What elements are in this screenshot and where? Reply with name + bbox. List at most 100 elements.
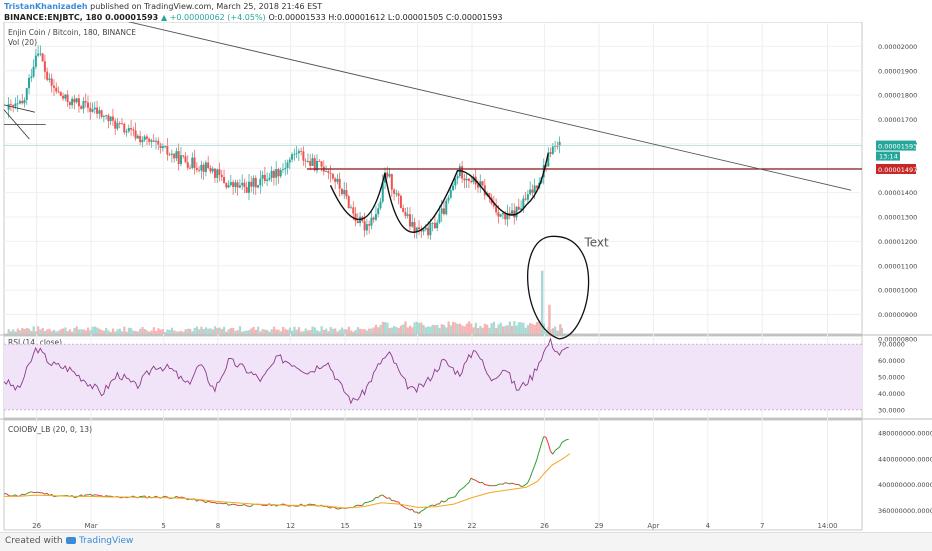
candle-body — [166, 146, 168, 155]
volume-bar — [497, 324, 499, 334]
volume-bar — [205, 327, 207, 334]
volume-bar — [552, 328, 554, 334]
obv-line-segment — [503, 483, 505, 485]
x-tick-label: 7 — [760, 522, 764, 530]
volume-bar — [495, 328, 497, 334]
candle-body — [432, 223, 434, 224]
obv-line-segment — [496, 484, 498, 485]
ohlc-values: O:0.00001533 H:0.00001612 L:0.00001505 C… — [268, 13, 502, 22]
candle-body — [209, 168, 211, 171]
volume-bar — [53, 330, 55, 334]
volume-bar — [257, 327, 259, 334]
candle-body — [375, 214, 377, 220]
volume-bar — [475, 323, 477, 334]
volume-bar — [314, 327, 316, 334]
volume-bar — [420, 323, 422, 334]
author-link[interactable]: TristanKhanizadeh — [4, 2, 88, 11]
candle-body — [139, 136, 141, 142]
obv-line-segment — [13, 495, 15, 496]
candle-body — [164, 146, 166, 147]
candle-body — [454, 178, 456, 185]
volume-bar — [461, 325, 463, 334]
obv-line-segment — [439, 501, 441, 504]
volume-bar — [296, 330, 298, 334]
volume-bar — [277, 330, 279, 334]
obv-line-segment — [163, 496, 165, 497]
obv-line-segment — [457, 490, 459, 493]
candle-body — [436, 223, 438, 229]
tradingview-logo[interactable]: TradingView — [66, 536, 133, 546]
volume-bar — [513, 321, 515, 334]
candle-body — [237, 182, 239, 187]
volume-bar — [441, 324, 443, 334]
candle-body — [148, 139, 150, 142]
volume-bar — [71, 332, 73, 334]
volume-bar — [414, 322, 416, 334]
volume-bar — [123, 327, 125, 334]
published-text: published on TradingView.com, March 25, … — [90, 2, 322, 11]
obv-line-segment — [478, 482, 480, 483]
y-tick-label: 0.00001000 — [878, 287, 917, 295]
volume-bar — [78, 329, 80, 334]
volume-bar — [160, 330, 162, 334]
volume-bar — [51, 331, 53, 334]
candle-body — [85, 101, 87, 103]
obv-line-segment — [455, 493, 457, 497]
candle-body — [162, 146, 164, 148]
volume-bar — [386, 323, 388, 334]
volume-bar — [284, 329, 286, 334]
volume-bar — [157, 328, 159, 334]
volume-bar — [209, 328, 211, 334]
volume-bar — [325, 329, 327, 334]
candle-body — [160, 145, 162, 148]
candle-body — [427, 228, 429, 235]
volume-bar — [525, 328, 527, 334]
obv-line-segment — [165, 496, 167, 497]
y-tick-label: 0.00001800 — [878, 92, 917, 100]
candle-body — [554, 146, 556, 147]
candle-body — [130, 128, 132, 129]
obv-line-segment — [537, 451, 539, 459]
candle-body — [132, 129, 134, 130]
candle-body — [12, 105, 14, 107]
volume-bar — [482, 328, 484, 334]
symbol-info: BINANCE:ENJBTC, 180 0.00001593 ▲ +0.0000… — [4, 13, 503, 22]
candle-body — [42, 54, 44, 62]
obv-line-segment — [142, 496, 144, 497]
volume-bar — [132, 331, 134, 334]
obv-line-segment — [435, 504, 437, 506]
volume-bar — [280, 331, 282, 334]
volume-bar — [128, 328, 130, 334]
obv-line-segment — [29, 492, 31, 493]
volume-bar — [246, 331, 248, 334]
obv-line-segment — [507, 483, 509, 484]
volume-bar — [12, 329, 14, 334]
candle-body — [366, 224, 368, 230]
volume-bar — [298, 327, 300, 334]
obv-line-segment — [405, 508, 407, 509]
candle-body — [434, 223, 436, 228]
volume-bar — [171, 328, 173, 334]
candle-body — [411, 222, 413, 227]
volume-bar — [273, 327, 275, 334]
volume-bar — [194, 328, 196, 334]
volume-bar — [334, 328, 336, 334]
volume-bar — [268, 332, 270, 334]
volume-bar — [8, 329, 10, 334]
obv-line-segment — [467, 483, 469, 485]
x-tick-label: 14:00 — [817, 522, 837, 530]
candle-body — [189, 168, 191, 169]
obv-line-segment — [389, 498, 391, 501]
volume-bar — [350, 331, 352, 334]
volume-bar — [39, 329, 41, 334]
candle-body — [291, 154, 293, 159]
candle-body — [264, 175, 266, 181]
candle-body — [128, 128, 130, 131]
candle-body — [393, 190, 395, 194]
candle-body — [119, 123, 121, 124]
volume-bar — [119, 328, 121, 334]
obv-line-segment — [208, 501, 210, 502]
volume-bar — [427, 326, 429, 334]
candle-body — [429, 223, 431, 235]
